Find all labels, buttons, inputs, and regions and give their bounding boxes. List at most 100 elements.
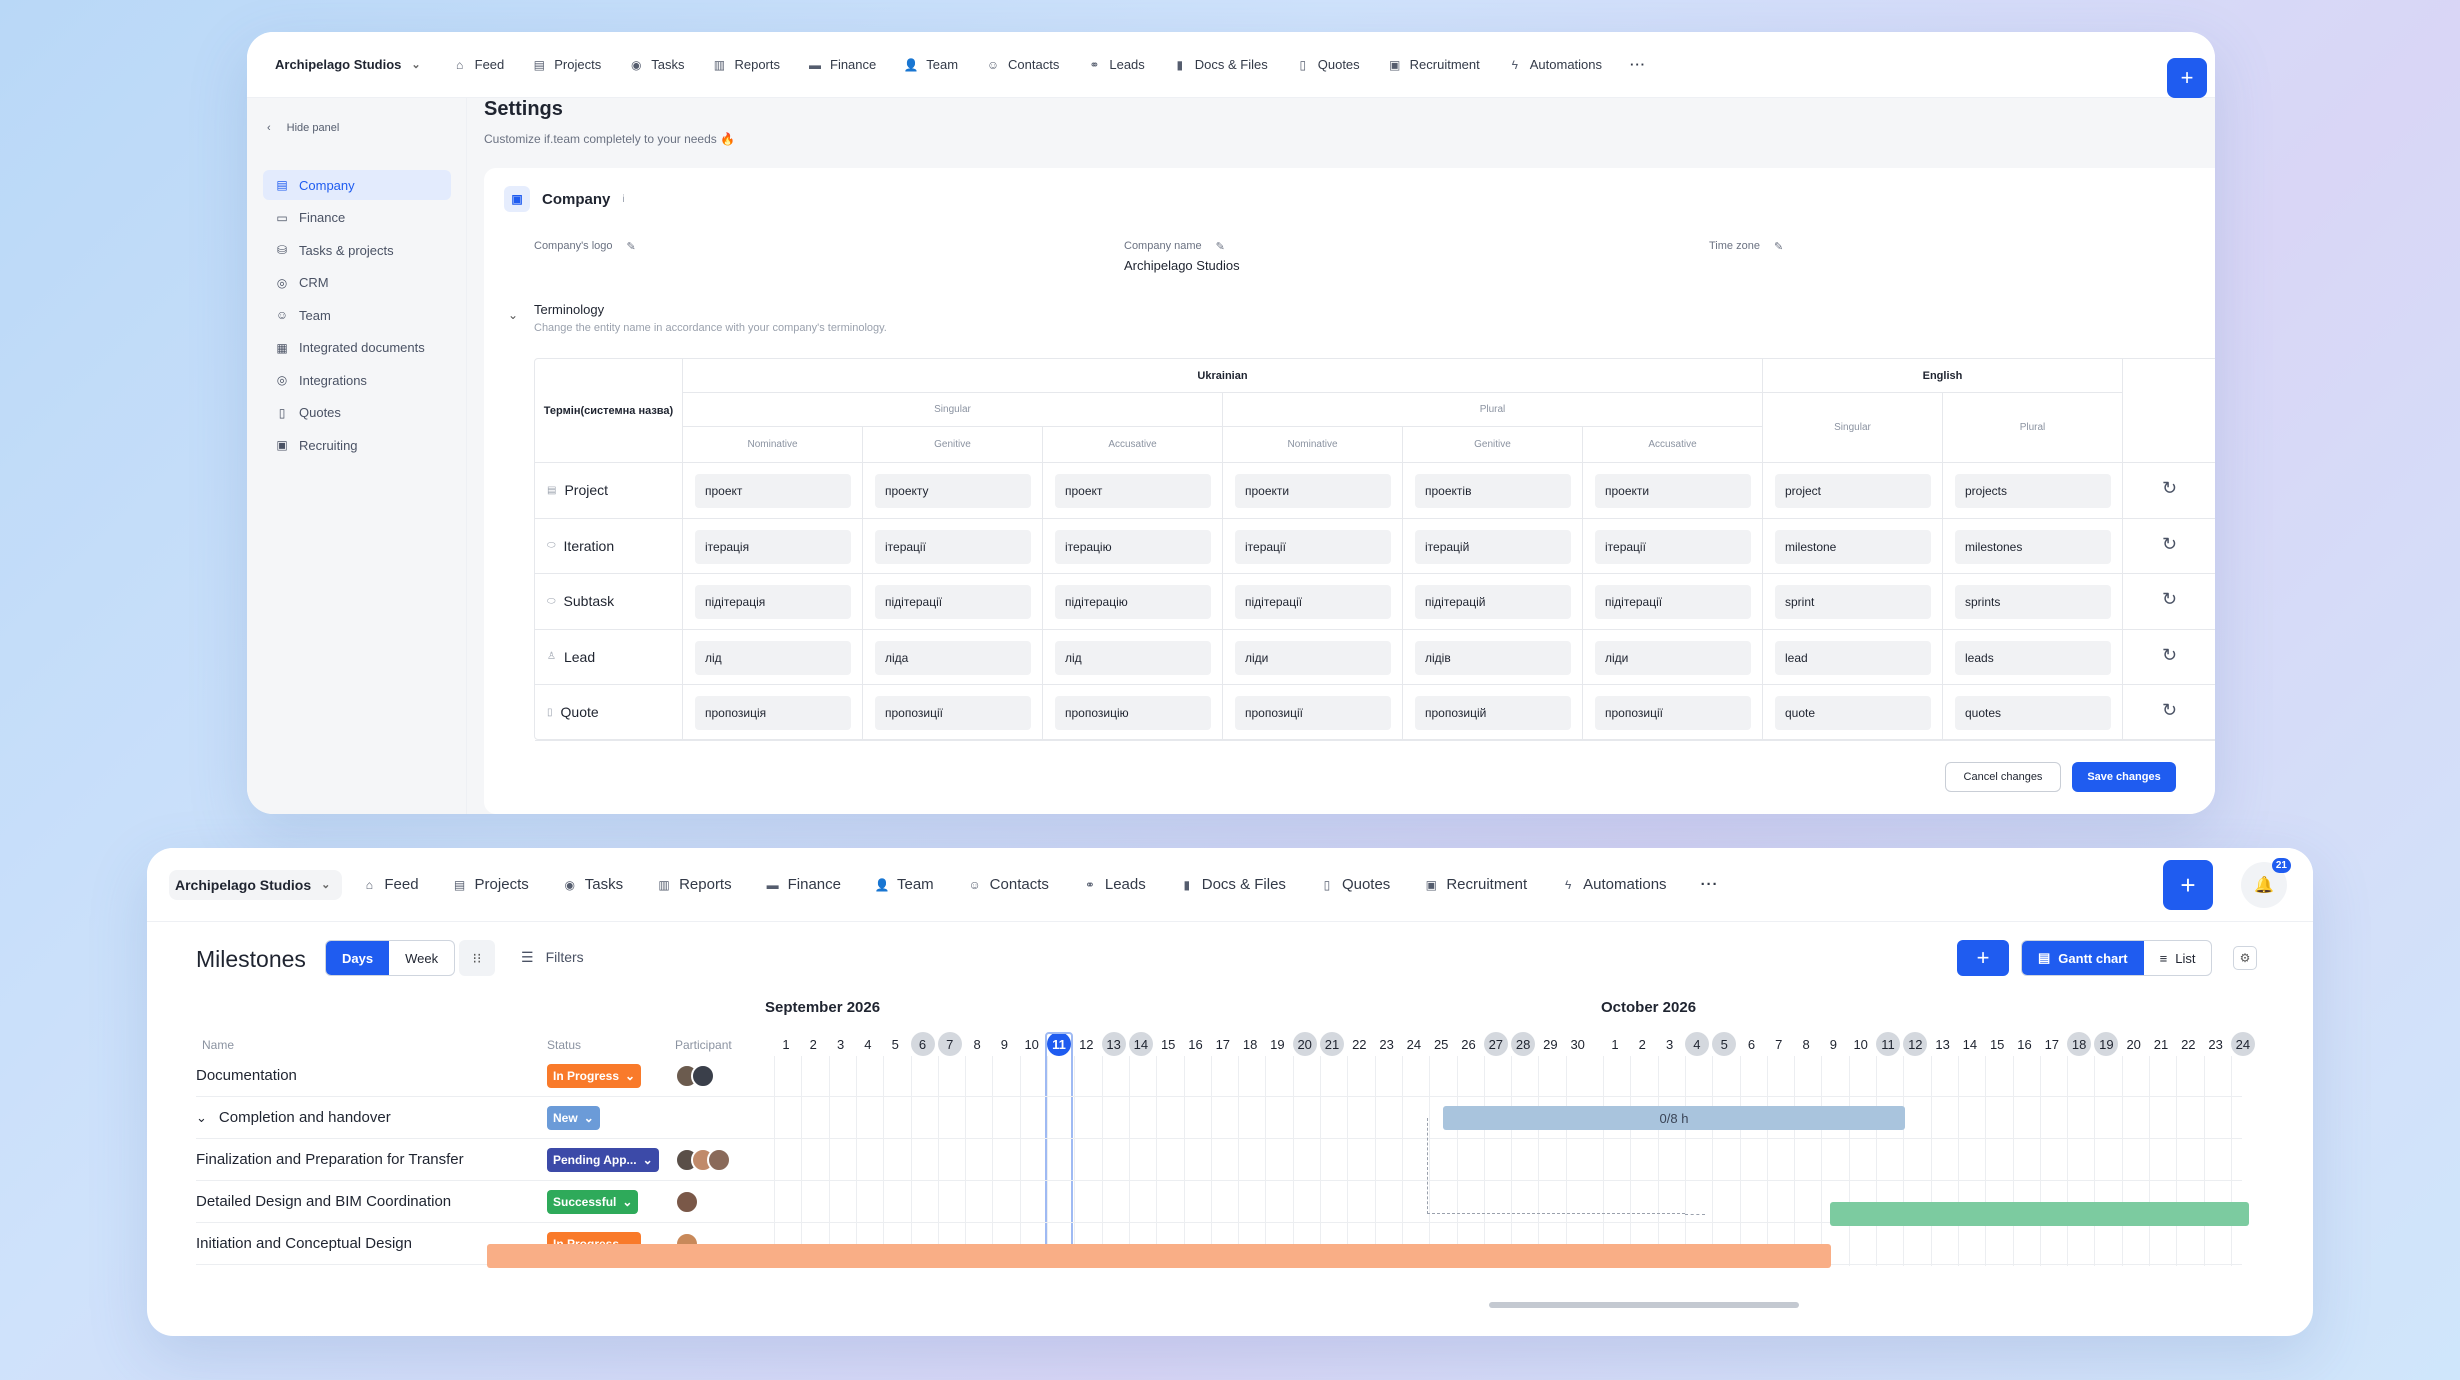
status-badge[interactable]: Successful ⌄ — [547, 1190, 639, 1214]
add-milestone-button[interactable]: + — [1957, 940, 2009, 976]
sidebar-item-finance[interactable]: ▭ Finance — [263, 203, 451, 233]
term-input[interactable]: проект — [695, 474, 851, 508]
term-input[interactable]: пропозиції — [1595, 696, 1751, 730]
reset-icon[interactable]: ↻ — [2162, 533, 2178, 554]
term-input[interactable]: підітерації — [1595, 585, 1751, 619]
nav-item-projects[interactable]: ▤ Projects — [532, 57, 602, 72]
term-input[interactable]: пропозицій — [1415, 696, 1571, 730]
term-input[interactable]: ітерацію — [1055, 529, 1211, 564]
term-input[interactable]: ліди — [1595, 640, 1751, 675]
save-changes-button[interactable]: Save changes — [2072, 762, 2176, 792]
term-input[interactable]: ітерація — [695, 529, 851, 564]
sidebar-item-company[interactable]: ▤ Company — [263, 170, 451, 200]
term-input[interactable]: milestone — [1775, 529, 1931, 564]
milestone-row[interactable]: Documentation — [196, 1055, 2242, 1097]
term-input[interactable]: ітерації — [875, 529, 1031, 564]
term-input[interactable]: sprints — [1955, 585, 2111, 619]
nav-item-recruitment[interactable]: ▣ Recruitment — [1388, 57, 1480, 72]
nav-item-reports[interactable]: ▥ Reports — [657, 876, 731, 893]
create-button-2[interactable]: + — [2163, 860, 2213, 910]
create-button[interactable]: + — [2167, 58, 2207, 98]
nav-item-leads[interactable]: ⚭ Leads — [1083, 876, 1146, 893]
days-tab[interactable]: Days — [326, 941, 390, 975]
settings-icon[interactable]: ⚙ — [2233, 946, 2257, 970]
nav-item-contacts[interactable]: ☺ Contacts — [968, 876, 1049, 893]
term-input[interactable]: quotes — [1955, 696, 2111, 730]
nav-item-docs-files[interactable]: ▮ Docs & Files — [1173, 57, 1267, 72]
nav-item-team[interactable]: 👤 Team — [875, 876, 934, 893]
term-input[interactable]: лід — [695, 640, 851, 675]
term-input[interactable]: sprint — [1775, 585, 1931, 619]
hide-panel-button[interactable]: ‹ Hide panel — [267, 122, 339, 134]
edit-name-icon[interactable]: ✎ — [1215, 241, 1225, 253]
gantt-bar-detailed-design[interactable] — [1830, 1202, 2249, 1226]
horizontal-scrollbar[interactable] — [1489, 1302, 1799, 1308]
status-badge[interactable]: Pending App... ⌄ — [547, 1148, 659, 1172]
filters-button[interactable]: ☰ Filters — [521, 949, 584, 966]
workspace-selector[interactable]: Archipelago Studios ⌄ — [269, 49, 433, 81]
term-input[interactable]: підітерації — [875, 585, 1031, 619]
term-input[interactable]: підітерації — [1235, 585, 1391, 619]
milestone-row[interactable]: Detailed Design and BIM Coordination — [196, 1181, 2242, 1223]
nav-item-finance[interactable]: ▬ Finance — [808, 57, 876, 72]
nav-item-quotes[interactable]: ▯ Quotes — [1320, 876, 1391, 893]
reset-icon[interactable]: ↻ — [2162, 700, 2178, 720]
sidebar-item-integrations[interactable]: ◎ Integrations — [263, 365, 451, 395]
week-tab[interactable]: Week — [405, 950, 439, 966]
term-input[interactable]: пропозиції — [1235, 696, 1391, 730]
workspace-selector-2[interactable]: Archipelago Studios ⌄ — [169, 869, 343, 900]
edit-logo-icon[interactable]: ✎ — [626, 241, 636, 253]
list-tab[interactable]: ≡ List — [2144, 941, 2212, 975]
nav-item-docs-files[interactable]: ▮ Docs & Files — [1180, 876, 1286, 893]
nav-item-contacts[interactable]: ☺ Contacts — [986, 57, 1059, 72]
term-input[interactable]: лідів — [1415, 640, 1571, 675]
term-input[interactable]: projects — [1955, 474, 2111, 508]
expand-chevron-icon[interactable]: ⌄ — [196, 1109, 207, 1125]
term-input[interactable]: ітерації — [1595, 529, 1751, 564]
nav-item-automations[interactable]: ϟ Automations — [1508, 57, 1602, 72]
term-input[interactable]: проекти — [1235, 474, 1391, 508]
reset-icon[interactable]: ↻ — [2162, 644, 2178, 665]
nav-item-leads[interactable]: ⚭ Leads — [1087, 57, 1144, 72]
term-input[interactable]: підітерація — [695, 585, 851, 619]
sidebar-item-integrated-documents[interactable]: ▦ Integrated documents — [263, 333, 451, 363]
term-input[interactable]: проекти — [1595, 474, 1751, 508]
nav-item-finance[interactable]: ▬ Finance — [766, 876, 841, 893]
nav-item-feed[interactable]: ⌂ Feed — [362, 876, 419, 893]
sidebar-item-tasks-projects[interactable]: ⛁ Tasks & projects — [263, 235, 451, 265]
term-input[interactable]: пропозиції — [875, 696, 1031, 730]
gantt-bar-completion[interactable]: 0/8 h — [1443, 1106, 1905, 1130]
bell-icon[interactable]: 🔔 21 — [2241, 858, 2291, 908]
nav-item-projects[interactable]: ▤ Projects — [453, 876, 529, 893]
term-input[interactable]: milestones — [1955, 529, 2111, 564]
nav-item-automations[interactable]: ϟ Automations — [1561, 876, 1667, 893]
sidebar-item-quotes[interactable]: ▯ Quotes — [263, 398, 451, 428]
edit-timezone-icon[interactable]: ✎ — [1773, 241, 1784, 253]
more-icon[interactable]: ··· — [1630, 57, 1647, 72]
nav-item-feed[interactable]: ⌂ Feed — [453, 57, 504, 72]
nav-item-tasks[interactable]: ◉ Tasks — [563, 876, 623, 893]
term-input[interactable]: ліди — [1235, 640, 1391, 675]
more-icon[interactable]: ··· — [1700, 876, 1719, 893]
nav-item-tasks[interactable]: ◉ Tasks — [629, 57, 684, 72]
term-input[interactable]: ліда — [875, 640, 1031, 675]
sidebar-item-team[interactable]: ☺ Team — [263, 300, 451, 330]
cancel-changes-button[interactable]: Cancel changes — [1945, 762, 2061, 792]
status-badge[interactable]: New ⌄ — [547, 1106, 600, 1130]
nav-item-recruitment[interactable]: ▣ Recruitment — [1424, 876, 1528, 893]
term-input[interactable]: lead — [1775, 640, 1931, 675]
term-input[interactable]: пропозиція — [695, 696, 851, 730]
term-input[interactable]: проект — [1055, 474, 1211, 508]
nav-item-reports[interactable]: ▥ Reports — [712, 57, 780, 72]
reset-icon[interactable]: ↻ — [2162, 589, 2178, 609]
milestone-row[interactable]: Finalization and Preparation for Transfe… — [196, 1139, 2242, 1181]
terminology-chevron-icon[interactable]: ⌄ — [508, 308, 519, 322]
term-input[interactable]: ітерації — [1235, 529, 1391, 564]
term-input[interactable]: підітерацій — [1415, 585, 1571, 619]
term-input[interactable]: проекту — [875, 474, 1031, 508]
gantt-tab[interactable]: ▤ Gantt chart — [2022, 941, 2144, 975]
term-input[interactable]: проектів — [1415, 474, 1571, 508]
sidebar-item-recruiting[interactable]: ▣ Recruiting — [263, 430, 451, 460]
group-icon[interactable]: ⁝⁝ — [459, 940, 495, 976]
sidebar-item-crm[interactable]: ◎ CRM — [263, 268, 451, 298]
